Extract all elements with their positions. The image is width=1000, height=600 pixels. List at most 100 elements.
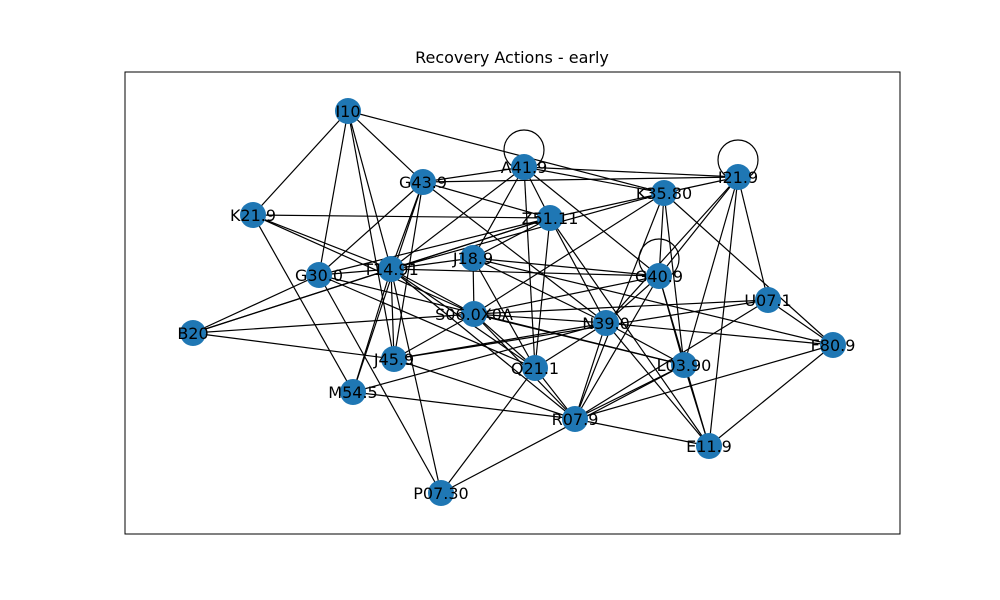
edge-a41-9-i21-9 xyxy=(523,166,739,178)
node-label: B20 xyxy=(177,324,208,343)
node-label: U07.1 xyxy=(744,291,791,310)
node-e11-9: E11.9 xyxy=(686,433,732,459)
edge-a41-9-j18-9 xyxy=(472,166,525,259)
edge-i10-j45-9 xyxy=(347,110,395,360)
node-g30-0: G30.0 xyxy=(295,262,343,288)
node-circle xyxy=(511,154,537,180)
edge-t14-91-m54-5 xyxy=(352,268,392,393)
edge-g43-9-n39-0 xyxy=(422,181,607,324)
edge-u07-1-r07-9 xyxy=(574,299,769,420)
edge-k35-80-z51-11 xyxy=(549,192,665,219)
edge-z51-11-g30-0 xyxy=(318,217,551,276)
edge-i21-9-u07-1 xyxy=(737,176,769,301)
node-circle xyxy=(593,310,619,336)
edge-g40-9-r07-9 xyxy=(574,275,660,420)
node-k35-80: K35.80 xyxy=(636,180,692,206)
edge-z51-11-j18-9 xyxy=(472,217,551,259)
node-circle xyxy=(646,263,672,289)
node-label: K21.9 xyxy=(230,206,276,225)
node-n39-0: N39.0 xyxy=(582,310,630,336)
node-p07-30: P07.30 xyxy=(413,480,469,506)
edge-z51-11-q21-1 xyxy=(534,217,551,369)
node-u07-1: U07.1 xyxy=(744,287,792,313)
edge-t14-91-p07-30 xyxy=(390,268,442,494)
node-circle xyxy=(725,164,751,190)
node-j45-9: J45.9 xyxy=(373,346,414,372)
edge-t14-91-s06-0x0a xyxy=(390,268,475,315)
node-label: Q21.1 xyxy=(511,359,559,378)
node-label: P07.30 xyxy=(413,484,468,503)
node-label: I21.9 xyxy=(718,168,758,187)
node-circle xyxy=(820,332,846,358)
edge-k21-9-t14-91 xyxy=(252,214,392,270)
edge-s06-0x0a-q21-1 xyxy=(473,313,536,369)
edge-b20-g30-0 xyxy=(192,274,320,334)
node-circle xyxy=(460,245,486,271)
edge-g43-9-i21-9 xyxy=(422,176,739,183)
node-label: F80.9 xyxy=(811,336,856,355)
edge-s06-0x0a-n39-0 xyxy=(473,313,607,324)
node-circle xyxy=(755,287,781,313)
figure-title: Recovery Actions - early xyxy=(415,48,609,67)
edge-n39-0-r07-9 xyxy=(574,322,607,420)
edge-n39-0-q21-1 xyxy=(534,322,607,369)
edge-g43-9-a41-9 xyxy=(422,166,525,183)
node-circle xyxy=(428,480,454,506)
edge-k21-9-m54-5 xyxy=(252,214,354,393)
edge-r07-9-e11-9 xyxy=(574,418,710,447)
edge-k35-80-t14-91 xyxy=(390,192,665,270)
node-label: T14.91 xyxy=(362,260,419,279)
edge-f80-9-r07-9 xyxy=(574,344,834,420)
node-circle xyxy=(696,433,722,459)
edge-j18-9-f80-9 xyxy=(472,257,834,346)
node-t14-91: T14.91 xyxy=(362,256,419,282)
edge-i21-9-e11-9 xyxy=(708,176,739,447)
nodes-layer: I10 G43.9 A41.9 I21.9 K35.80 K21.9 Z51.11 G30.0… xyxy=(177,98,855,506)
edge-t14-91-j45-9 xyxy=(390,268,395,360)
node-l03-90: L03.90 xyxy=(657,352,712,378)
node-circle xyxy=(651,180,677,206)
edge-i21-9-n39-0 xyxy=(605,176,739,324)
node-circle xyxy=(461,301,487,327)
edge-b20-s06-0x0a xyxy=(192,313,475,334)
node-label: G43.9 xyxy=(399,173,447,192)
node-label: S06.0X0A xyxy=(435,305,513,324)
node-circle xyxy=(180,320,206,346)
node-s06-0x0a: S06.0X0A xyxy=(435,301,513,327)
edge-u07-1-s06-0x0a xyxy=(473,299,769,315)
edge-u07-1-f80-9 xyxy=(767,299,834,346)
node-i10: I10 xyxy=(335,98,361,124)
node-label: J18.9 xyxy=(452,249,493,268)
node-label: K35.80 xyxy=(636,184,692,203)
edge-g40-9-s06-0x0a xyxy=(473,275,660,315)
edge-l03-90-e11-9 xyxy=(683,364,710,447)
edge-k21-9-z51-11 xyxy=(252,214,551,219)
node-circle xyxy=(340,379,366,405)
edge-n39-0-m54-5 xyxy=(352,322,607,393)
edge-f80-9-e11-9 xyxy=(708,344,834,447)
edge-i10-t14-91 xyxy=(347,110,392,270)
edge-t14-91-j18-9 xyxy=(390,257,474,270)
node-i21-9: I21.9 xyxy=(718,164,758,190)
edge-b20-j45-9 xyxy=(192,332,395,360)
edge-a41-9-q21-1 xyxy=(523,166,536,369)
edge-z51-11-e11-9 xyxy=(549,217,710,447)
edge-m54-5-r07-9 xyxy=(352,391,576,420)
node-j18-9: J18.9 xyxy=(452,245,493,271)
edge-i10-g30-0 xyxy=(318,110,349,276)
node-label: M54.5 xyxy=(328,383,377,402)
node-label: Z51.11 xyxy=(522,209,579,228)
node-g43-9: G43.9 xyxy=(399,169,447,195)
edge-g43-9-j45-9 xyxy=(393,181,424,360)
node-f80-9: F80.9 xyxy=(811,332,856,358)
node-circle xyxy=(537,205,563,231)
axes-frame xyxy=(124,71,901,535)
edge-k35-80-r07-9 xyxy=(574,192,665,420)
node-label: L03.90 xyxy=(657,356,712,375)
edge-i21-9-l03-90 xyxy=(683,176,739,366)
node-label: A41.9 xyxy=(501,158,548,177)
edge-n39-0-l03-90 xyxy=(605,322,685,366)
node-label: E11.9 xyxy=(686,437,732,456)
edge-t14-91-g40-9 xyxy=(390,268,660,277)
